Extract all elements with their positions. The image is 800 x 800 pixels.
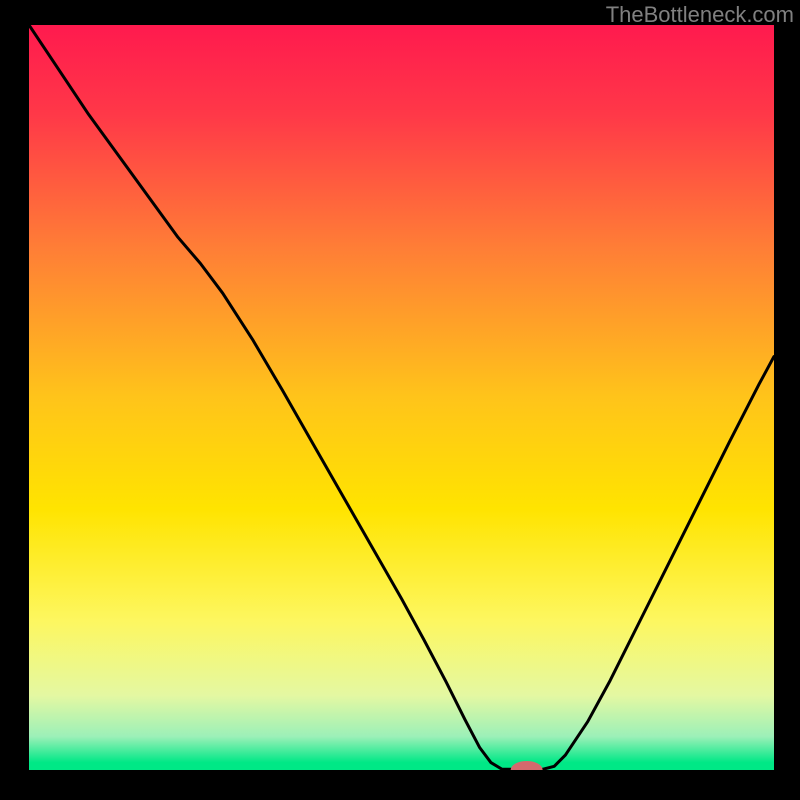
gradient-background bbox=[29, 25, 774, 770]
plot-area bbox=[29, 25, 774, 770]
chart-svg bbox=[29, 25, 774, 770]
chart-container: TheBottleneck.com bbox=[0, 0, 800, 800]
